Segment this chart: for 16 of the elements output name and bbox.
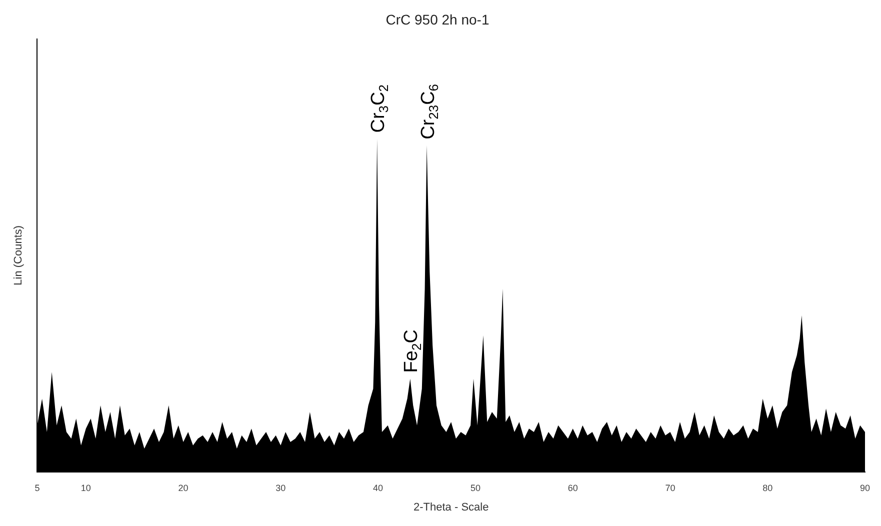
x-tick-label: 20 — [178, 482, 188, 493]
x-tick-label: 60 — [568, 482, 578, 493]
x-tick-label: 70 — [665, 482, 676, 493]
annotation: Cr23C6 — [418, 84, 441, 140]
x-tick-label: 90 — [860, 482, 870, 493]
chart-title: CrC 950 2h no-1 — [386, 11, 490, 28]
x-tick-label: 30 — [276, 482, 286, 493]
x-tick-label: 50 — [470, 482, 480, 493]
x-tick-label: 5 — [34, 482, 40, 493]
x-tick-label: 10 — [80, 482, 91, 493]
x-tick-label: 80 — [762, 482, 773, 493]
x-tick-label: 40 — [373, 482, 384, 493]
annotation: Fe2C — [401, 330, 424, 373]
annotation: Cr3C2 — [368, 84, 392, 133]
y-axis-title: Lin (Counts) — [12, 225, 25, 286]
x-axis-title: 2-Theta - Scale — [413, 501, 489, 514]
